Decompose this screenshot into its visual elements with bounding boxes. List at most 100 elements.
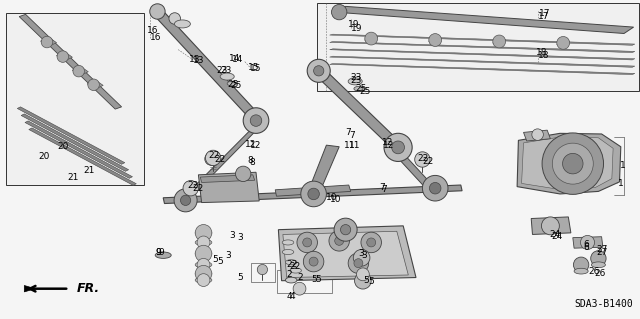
Text: 25: 25: [355, 84, 367, 93]
Circle shape: [308, 188, 319, 200]
Circle shape: [195, 245, 212, 262]
Text: 20: 20: [38, 152, 50, 161]
Text: 22: 22: [192, 184, 204, 193]
Text: 18: 18: [538, 51, 549, 60]
Text: 21: 21: [83, 166, 95, 175]
Text: 2: 2: [287, 271, 292, 279]
Circle shape: [563, 153, 583, 174]
Polygon shape: [330, 34, 635, 45]
Circle shape: [415, 152, 430, 167]
Bar: [6, 13, 144, 185]
Text: 11: 11: [344, 141, 356, 150]
Circle shape: [329, 231, 349, 251]
Polygon shape: [182, 123, 264, 198]
Text: 5: 5: [237, 273, 243, 282]
Text: 15: 15: [250, 64, 261, 73]
Text: 1: 1: [618, 179, 623, 188]
Text: 3: 3: [225, 251, 231, 260]
Text: 6: 6: [584, 243, 589, 252]
Text: 14: 14: [232, 55, 243, 63]
Text: 7: 7: [381, 185, 387, 194]
Circle shape: [309, 257, 318, 266]
Circle shape: [243, 108, 269, 133]
Polygon shape: [330, 56, 635, 67]
Circle shape: [301, 181, 326, 207]
Text: 23: 23: [351, 73, 362, 82]
Text: 19: 19: [351, 24, 362, 33]
Polygon shape: [330, 41, 635, 53]
Polygon shape: [573, 237, 603, 248]
Polygon shape: [163, 185, 462, 204]
Text: 17: 17: [538, 12, 549, 21]
Circle shape: [335, 236, 344, 245]
Text: 22: 22: [417, 154, 429, 163]
Ellipse shape: [282, 240, 294, 245]
Circle shape: [257, 264, 268, 275]
Circle shape: [355, 272, 371, 289]
Circle shape: [542, 133, 604, 194]
Text: 9: 9: [155, 248, 161, 256]
Circle shape: [195, 225, 212, 241]
Polygon shape: [17, 107, 125, 164]
Ellipse shape: [290, 268, 301, 273]
Text: 20: 20: [58, 142, 69, 151]
Circle shape: [353, 249, 370, 266]
Text: 17: 17: [539, 9, 550, 18]
Text: 12: 12: [383, 141, 394, 150]
Circle shape: [361, 232, 381, 253]
Text: 26: 26: [589, 267, 600, 276]
Text: 7: 7: [346, 128, 351, 137]
Text: 16: 16: [150, 33, 162, 42]
Text: 22: 22: [188, 181, 199, 190]
Text: 1: 1: [620, 161, 625, 170]
Circle shape: [384, 133, 412, 161]
Polygon shape: [200, 175, 255, 182]
Text: 10: 10: [330, 195, 341, 204]
Circle shape: [180, 195, 191, 205]
Ellipse shape: [285, 260, 297, 265]
Text: 3: 3: [362, 251, 367, 260]
Ellipse shape: [591, 262, 605, 268]
Text: 15: 15: [248, 63, 259, 72]
Polygon shape: [524, 130, 550, 141]
Bar: [251, 263, 275, 282]
Text: 25: 25: [230, 81, 242, 90]
Circle shape: [354, 259, 363, 268]
Text: FR.: FR.: [77, 282, 100, 294]
Circle shape: [429, 33, 442, 46]
Text: 6: 6: [584, 241, 589, 249]
Polygon shape: [330, 49, 635, 60]
Text: 24: 24: [549, 230, 561, 239]
Circle shape: [429, 182, 441, 194]
Text: 23: 23: [216, 66, 228, 75]
Text: 27: 27: [596, 245, 608, 254]
Ellipse shape: [348, 78, 362, 85]
Circle shape: [195, 265, 212, 282]
Circle shape: [250, 115, 262, 126]
Ellipse shape: [195, 230, 212, 236]
Text: 5: 5: [364, 276, 369, 285]
Text: 9: 9: [159, 248, 164, 256]
Ellipse shape: [206, 156, 216, 161]
Circle shape: [197, 258, 210, 271]
Polygon shape: [317, 3, 639, 91]
Polygon shape: [87, 80, 103, 90]
Polygon shape: [24, 286, 35, 292]
Polygon shape: [21, 114, 129, 171]
Circle shape: [41, 36, 52, 48]
Text: 25: 25: [227, 80, 239, 89]
Text: 5: 5: [368, 277, 374, 286]
Circle shape: [88, 79, 99, 91]
Ellipse shape: [155, 252, 172, 258]
Polygon shape: [198, 172, 259, 203]
Bar: [277, 270, 332, 293]
Polygon shape: [365, 34, 378, 43]
Polygon shape: [493, 37, 506, 46]
Text: 22: 22: [209, 151, 220, 160]
Polygon shape: [335, 6, 634, 33]
Ellipse shape: [195, 271, 212, 277]
Text: 26: 26: [594, 269, 605, 278]
Text: 11: 11: [349, 141, 360, 150]
Text: 22: 22: [214, 155, 226, 164]
Text: 23: 23: [221, 66, 232, 75]
